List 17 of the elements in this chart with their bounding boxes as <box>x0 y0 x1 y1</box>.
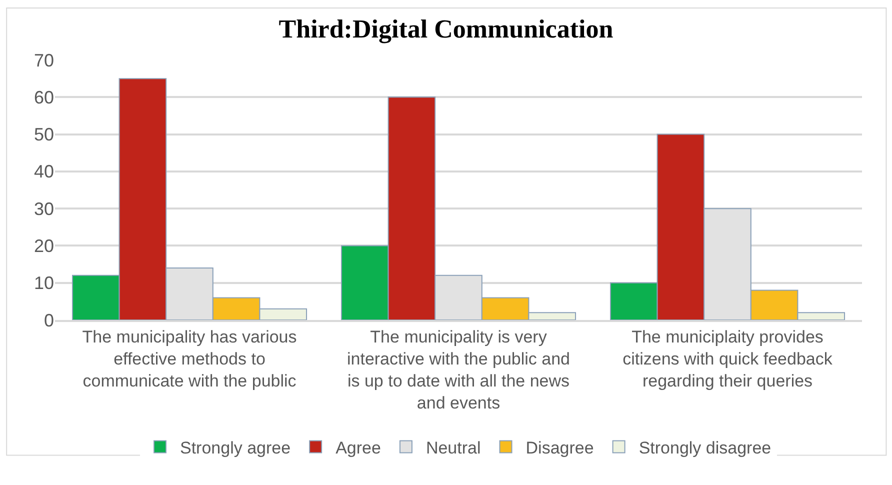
legend-label: Strongly agree <box>180 438 291 458</box>
legend-label: Neutral <box>426 438 481 458</box>
y-tick-label: 20 <box>34 236 54 256</box>
legend-label: Strongly disagree <box>638 438 772 458</box>
legend-label: Disagree <box>526 438 594 458</box>
x-tick-label: The municiplaity provides citizens with quick feedback regarding their queries <box>622 327 833 391</box>
y-tick-label: 60 <box>34 87 54 108</box>
y-tick-label: 70 <box>34 50 54 70</box>
y-tick-label: 40 <box>34 162 54 182</box>
legend-label: Agree <box>336 438 381 458</box>
x-tick-label: The municipality is very interactive with the public and is up to date with all the news and events <box>346 327 570 413</box>
y-tick-label: 0 <box>44 310 54 330</box>
chart-title: Third:Digital Communication <box>278 14 614 44</box>
y-tick-label: 10 <box>34 273 54 294</box>
y-tick-label: 50 <box>34 124 54 145</box>
x-tick-label: The municipality has various effective methods to communicate with the public <box>82 327 297 391</box>
y-tick-label: 30 <box>34 198 54 219</box>
